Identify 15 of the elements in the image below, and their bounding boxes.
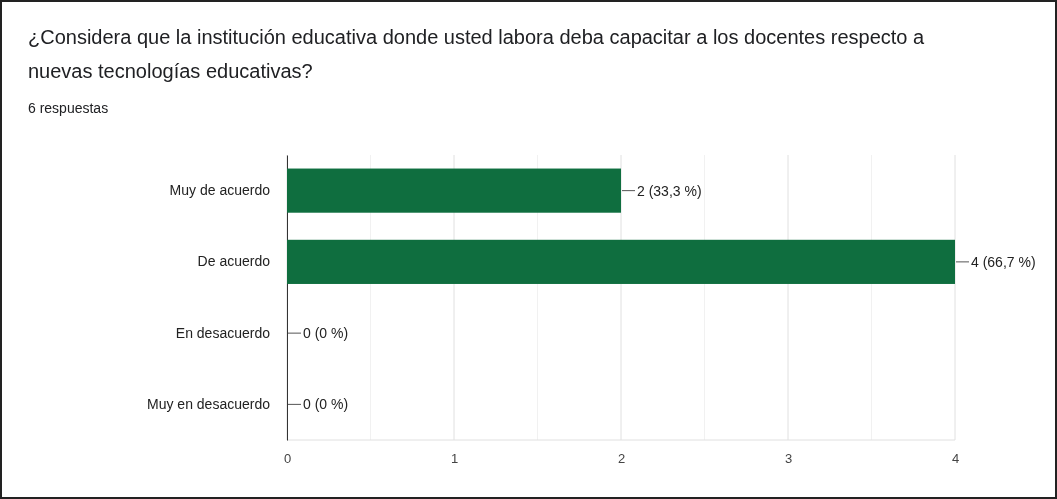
x-tick-label: 1: [450, 451, 459, 467]
text: 6 respuestas: [28, 100, 109, 116]
data-label: 0 (0 %): [303, 396, 349, 413]
y-tick-label: Muy de acuerdo: [169, 182, 271, 199]
data-label: 2 (33,3 %): [637, 182, 702, 199]
y-tick-label: En desacuerdo: [175, 324, 271, 341]
x-tick-label: 0: [283, 451, 292, 467]
x-tick-label: 3: [784, 451, 793, 467]
data-label: 0 (0 %): [303, 325, 349, 342]
y-tick-label: De acuerdo: [197, 253, 271, 270]
x-tick-label: 2: [617, 451, 626, 467]
y-tick-label: Muy en desacuerdo: [147, 395, 271, 412]
x-tick-label: 4: [951, 451, 960, 467]
data-label: 4 (66,7 %): [971, 253, 1036, 270]
chart-title: ¿Considera que la institución educativa donde usted labora deba capacitar a los docentes respecto a nuevas tecnologías educativas?: [28, 25, 926, 84]
